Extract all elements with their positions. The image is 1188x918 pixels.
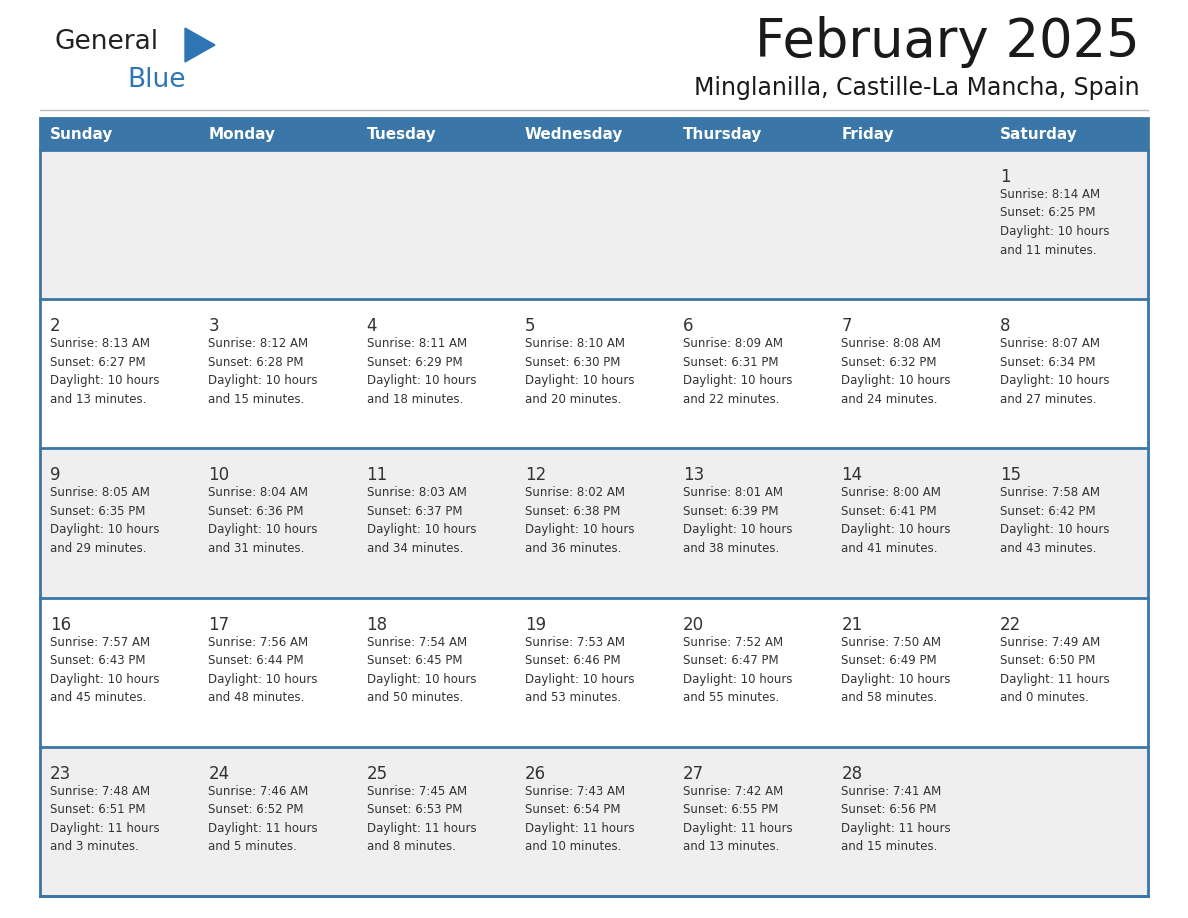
Text: General: General bbox=[55, 29, 159, 55]
Text: Sunrise: 8:02 AM
Sunset: 6:38 PM
Daylight: 10 hours
and 36 minutes.: Sunrise: 8:02 AM Sunset: 6:38 PM Dayligh… bbox=[525, 487, 634, 554]
Text: Sunrise: 8:00 AM
Sunset: 6:41 PM
Daylight: 10 hours
and 41 minutes.: Sunrise: 8:00 AM Sunset: 6:41 PM Dayligh… bbox=[841, 487, 950, 554]
Text: Sunrise: 7:56 AM
Sunset: 6:44 PM
Daylight: 10 hours
and 48 minutes.: Sunrise: 7:56 AM Sunset: 6:44 PM Dayligh… bbox=[208, 635, 317, 704]
Bar bbox=[40, 448, 1148, 598]
Text: Tuesday: Tuesday bbox=[367, 127, 436, 141]
Text: Sunday: Sunday bbox=[50, 127, 113, 141]
Text: 20: 20 bbox=[683, 616, 704, 633]
Text: 4: 4 bbox=[367, 318, 377, 335]
Text: Sunrise: 7:53 AM
Sunset: 6:46 PM
Daylight: 10 hours
and 53 minutes.: Sunrise: 7:53 AM Sunset: 6:46 PM Dayligh… bbox=[525, 635, 634, 704]
Text: Sunrise: 7:41 AM
Sunset: 6:56 PM
Daylight: 11 hours
and 15 minutes.: Sunrise: 7:41 AM Sunset: 6:56 PM Dayligh… bbox=[841, 785, 952, 854]
Text: Thursday: Thursday bbox=[683, 127, 763, 141]
Text: Monday: Monday bbox=[208, 127, 276, 141]
Text: Sunrise: 8:01 AM
Sunset: 6:39 PM
Daylight: 10 hours
and 38 minutes.: Sunrise: 8:01 AM Sunset: 6:39 PM Dayligh… bbox=[683, 487, 792, 554]
Polygon shape bbox=[185, 28, 215, 62]
Text: Sunrise: 8:12 AM
Sunset: 6:28 PM
Daylight: 10 hours
and 15 minutes.: Sunrise: 8:12 AM Sunset: 6:28 PM Dayligh… bbox=[208, 337, 317, 406]
Text: 15: 15 bbox=[1000, 466, 1020, 485]
Text: Wednesday: Wednesday bbox=[525, 127, 624, 141]
Text: Sunrise: 7:58 AM
Sunset: 6:42 PM
Daylight: 10 hours
and 43 minutes.: Sunrise: 7:58 AM Sunset: 6:42 PM Dayligh… bbox=[1000, 487, 1110, 554]
Text: Sunrise: 8:07 AM
Sunset: 6:34 PM
Daylight: 10 hours
and 27 minutes.: Sunrise: 8:07 AM Sunset: 6:34 PM Dayligh… bbox=[1000, 337, 1110, 406]
Text: 24: 24 bbox=[208, 765, 229, 783]
Text: 13: 13 bbox=[683, 466, 704, 485]
Text: 8: 8 bbox=[1000, 318, 1010, 335]
Text: 1: 1 bbox=[1000, 168, 1010, 186]
Text: Sunrise: 8:04 AM
Sunset: 6:36 PM
Daylight: 10 hours
and 31 minutes.: Sunrise: 8:04 AM Sunset: 6:36 PM Dayligh… bbox=[208, 487, 317, 554]
Text: Friday: Friday bbox=[841, 127, 895, 141]
Text: 10: 10 bbox=[208, 466, 229, 485]
Text: 25: 25 bbox=[367, 765, 387, 783]
Text: Sunrise: 8:13 AM
Sunset: 6:27 PM
Daylight: 10 hours
and 13 minutes.: Sunrise: 8:13 AM Sunset: 6:27 PM Dayligh… bbox=[50, 337, 159, 406]
Text: Minglanilla, Castille-La Mancha, Spain: Minglanilla, Castille-La Mancha, Spain bbox=[694, 76, 1140, 100]
Text: 2: 2 bbox=[50, 318, 61, 335]
Text: Saturday: Saturday bbox=[1000, 127, 1078, 141]
Text: 5: 5 bbox=[525, 318, 536, 335]
Text: 21: 21 bbox=[841, 616, 862, 633]
Text: Sunrise: 7:48 AM
Sunset: 6:51 PM
Daylight: 11 hours
and 3 minutes.: Sunrise: 7:48 AM Sunset: 6:51 PM Dayligh… bbox=[50, 785, 159, 854]
Text: Sunrise: 7:45 AM
Sunset: 6:53 PM
Daylight: 11 hours
and 8 minutes.: Sunrise: 7:45 AM Sunset: 6:53 PM Dayligh… bbox=[367, 785, 476, 854]
Text: 27: 27 bbox=[683, 765, 704, 783]
Text: Sunrise: 8:05 AM
Sunset: 6:35 PM
Daylight: 10 hours
and 29 minutes.: Sunrise: 8:05 AM Sunset: 6:35 PM Dayligh… bbox=[50, 487, 159, 554]
Text: February 2025: February 2025 bbox=[756, 16, 1140, 68]
Text: Sunrise: 8:11 AM
Sunset: 6:29 PM
Daylight: 10 hours
and 18 minutes.: Sunrise: 8:11 AM Sunset: 6:29 PM Dayligh… bbox=[367, 337, 476, 406]
Bar bbox=[40, 747, 1148, 896]
Text: 3: 3 bbox=[208, 318, 219, 335]
Text: Sunrise: 7:57 AM
Sunset: 6:43 PM
Daylight: 10 hours
and 45 minutes.: Sunrise: 7:57 AM Sunset: 6:43 PM Dayligh… bbox=[50, 635, 159, 704]
Text: 18: 18 bbox=[367, 616, 387, 633]
Text: 9: 9 bbox=[50, 466, 61, 485]
Text: Sunrise: 7:43 AM
Sunset: 6:54 PM
Daylight: 11 hours
and 10 minutes.: Sunrise: 7:43 AM Sunset: 6:54 PM Dayligh… bbox=[525, 785, 634, 854]
Text: Sunrise: 7:54 AM
Sunset: 6:45 PM
Daylight: 10 hours
and 50 minutes.: Sunrise: 7:54 AM Sunset: 6:45 PM Dayligh… bbox=[367, 635, 476, 704]
Bar bbox=[40, 118, 1148, 150]
Text: 11: 11 bbox=[367, 466, 387, 485]
Text: 19: 19 bbox=[525, 616, 546, 633]
Text: 7: 7 bbox=[841, 318, 852, 335]
Text: Sunrise: 7:46 AM
Sunset: 6:52 PM
Daylight: 11 hours
and 5 minutes.: Sunrise: 7:46 AM Sunset: 6:52 PM Dayligh… bbox=[208, 785, 318, 854]
Text: Sunrise: 8:09 AM
Sunset: 6:31 PM
Daylight: 10 hours
and 22 minutes.: Sunrise: 8:09 AM Sunset: 6:31 PM Dayligh… bbox=[683, 337, 792, 406]
Text: Sunrise: 7:42 AM
Sunset: 6:55 PM
Daylight: 11 hours
and 13 minutes.: Sunrise: 7:42 AM Sunset: 6:55 PM Dayligh… bbox=[683, 785, 792, 854]
Bar bbox=[40, 150, 1148, 299]
Text: Sunrise: 8:08 AM
Sunset: 6:32 PM
Daylight: 10 hours
and 24 minutes.: Sunrise: 8:08 AM Sunset: 6:32 PM Dayligh… bbox=[841, 337, 950, 406]
Text: 22: 22 bbox=[1000, 616, 1020, 633]
Text: Blue: Blue bbox=[127, 67, 185, 93]
Text: 16: 16 bbox=[50, 616, 71, 633]
Text: 12: 12 bbox=[525, 466, 546, 485]
Text: Sunrise: 7:52 AM
Sunset: 6:47 PM
Daylight: 10 hours
and 55 minutes.: Sunrise: 7:52 AM Sunset: 6:47 PM Dayligh… bbox=[683, 635, 792, 704]
Text: 28: 28 bbox=[841, 765, 862, 783]
Text: 26: 26 bbox=[525, 765, 546, 783]
Text: Sunrise: 8:14 AM
Sunset: 6:25 PM
Daylight: 10 hours
and 11 minutes.: Sunrise: 8:14 AM Sunset: 6:25 PM Dayligh… bbox=[1000, 188, 1110, 256]
Text: 14: 14 bbox=[841, 466, 862, 485]
Text: Sunrise: 8:10 AM
Sunset: 6:30 PM
Daylight: 10 hours
and 20 minutes.: Sunrise: 8:10 AM Sunset: 6:30 PM Dayligh… bbox=[525, 337, 634, 406]
Text: 17: 17 bbox=[208, 616, 229, 633]
Bar bbox=[40, 118, 1148, 896]
Text: Sunrise: 8:03 AM
Sunset: 6:37 PM
Daylight: 10 hours
and 34 minutes.: Sunrise: 8:03 AM Sunset: 6:37 PM Dayligh… bbox=[367, 487, 476, 554]
Text: Sunrise: 7:50 AM
Sunset: 6:49 PM
Daylight: 10 hours
and 58 minutes.: Sunrise: 7:50 AM Sunset: 6:49 PM Dayligh… bbox=[841, 635, 950, 704]
Text: 23: 23 bbox=[50, 765, 71, 783]
Text: Sunrise: 7:49 AM
Sunset: 6:50 PM
Daylight: 11 hours
and 0 minutes.: Sunrise: 7:49 AM Sunset: 6:50 PM Dayligh… bbox=[1000, 635, 1110, 704]
Bar bbox=[40, 598, 1148, 747]
Text: 6: 6 bbox=[683, 318, 694, 335]
Bar bbox=[40, 299, 1148, 448]
